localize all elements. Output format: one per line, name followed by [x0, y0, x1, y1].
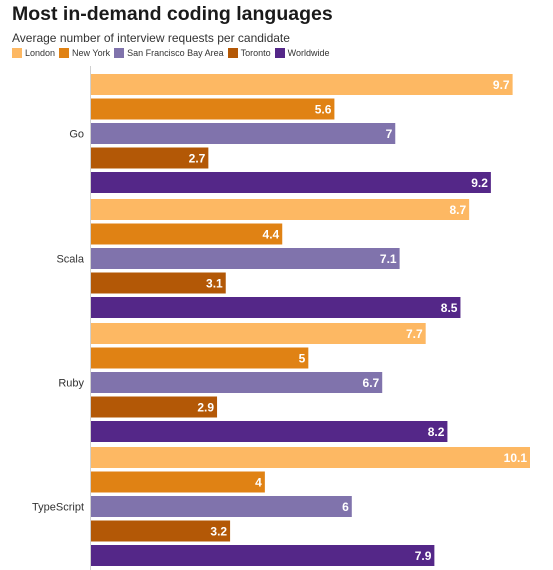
bar-scala-london: [91, 199, 470, 220]
bar-scala-san-francisco-bay-area: [91, 248, 400, 269]
chart-title: Most in-demand coding languages: [12, 3, 333, 25]
data-label-scala-worldwide: 8.5: [441, 301, 458, 315]
bar-typescript-new-york: [91, 471, 265, 493]
bar-go-new-york: [91, 98, 335, 120]
legend-item-worldwide: Worldwide: [274, 48, 330, 58]
chart-subtitle: Average number of interview requests per…: [12, 31, 290, 45]
data-label-go-london: 9.7: [493, 78, 510, 92]
legend-swatch-toronto: [227, 48, 238, 58]
legend-item-london: London: [12, 48, 55, 58]
data-label-ruby-san-francisco-bay-area: 6.7: [363, 376, 380, 390]
category-label-ruby: Ruby: [58, 378, 84, 390]
data-label-typescript-london: 10.1: [504, 451, 528, 465]
category-label-go: Go: [69, 129, 84, 141]
data-label-typescript-san-francisco-bay-area: 6: [342, 500, 349, 514]
bar-ruby-toronto: [91, 396, 218, 418]
legend-label-worldwide: Worldwide: [287, 48, 330, 58]
data-label-ruby-london: 7.7: [406, 327, 423, 341]
legend-item-san-francisco-bay-area: San Francisco Bay Area: [114, 48, 224, 58]
bar-ruby-worldwide: [91, 421, 448, 442]
data-label-scala-san-francisco-bay-area: 7.1: [380, 252, 397, 266]
bar-scala-new-york: [91, 223, 283, 245]
legend-swatch-london: [12, 48, 22, 58]
legend-item-toronto: Toronto: [227, 48, 271, 58]
data-label-scala-toronto: 3.1: [206, 277, 223, 291]
legend: London New York San Francisco Bay Area Toro…: [12, 48, 334, 58]
bar-go-toronto: [91, 147, 209, 169]
data-label-scala-new-york: 4.4: [263, 228, 280, 242]
data-label-ruby-new-york: 5: [299, 352, 306, 366]
legend-swatch-new-york: [59, 48, 70, 58]
legend-swatch-san-francisco-bay-area: [114, 48, 125, 58]
bar-typescript-london: [91, 447, 530, 468]
bar-scala-toronto: [91, 272, 226, 294]
bar-typescript-san-francisco-bay-area: [91, 496, 352, 517]
data-label-typescript-toronto: 3.2: [210, 525, 227, 539]
data-label-go-san-francisco-bay-area: 7: [386, 127, 393, 141]
category-label-scala: Scala: [56, 254, 84, 266]
bar-go-worldwide: [91, 172, 491, 193]
legend-item-new-york: New York: [59, 48, 110, 58]
data-label-ruby-toronto: 2.9: [197, 401, 214, 415]
bar-go-london: [91, 74, 513, 95]
data-label-typescript-new-york: 4: [255, 476, 262, 490]
bar-typescript-worldwide: [91, 545, 435, 566]
legend-label-new-york: New York: [72, 48, 111, 58]
bar-ruby-new-york: [91, 347, 309, 369]
bar-typescript-toronto: [91, 520, 231, 542]
legend-label-san-francisco-bay-area: San Francisco Bay Area: [127, 48, 224, 58]
bar-go-san-francisco-bay-area: [91, 123, 396, 144]
legend-swatch-worldwide: [274, 48, 285, 58]
data-label-typescript-worldwide: 7.9: [415, 549, 432, 563]
data-label-go-worldwide: 9.2: [471, 176, 488, 190]
data-label-go-new-york: 5.6: [315, 103, 332, 117]
data-label-go-toronto: 2.7: [189, 152, 206, 166]
data-label-ruby-worldwide: 8.2: [428, 425, 445, 439]
legend-label-toronto: Toronto: [240, 48, 271, 58]
bar-ruby-london: [91, 323, 426, 344]
data-label-scala-london: 8.7: [449, 203, 466, 217]
bar-scala-worldwide: [91, 297, 461, 318]
legend-label-london: London: [25, 48, 56, 58]
category-label-typescript: TypeScript: [32, 502, 84, 514]
bar-ruby-san-francisco-bay-area: [91, 372, 383, 393]
